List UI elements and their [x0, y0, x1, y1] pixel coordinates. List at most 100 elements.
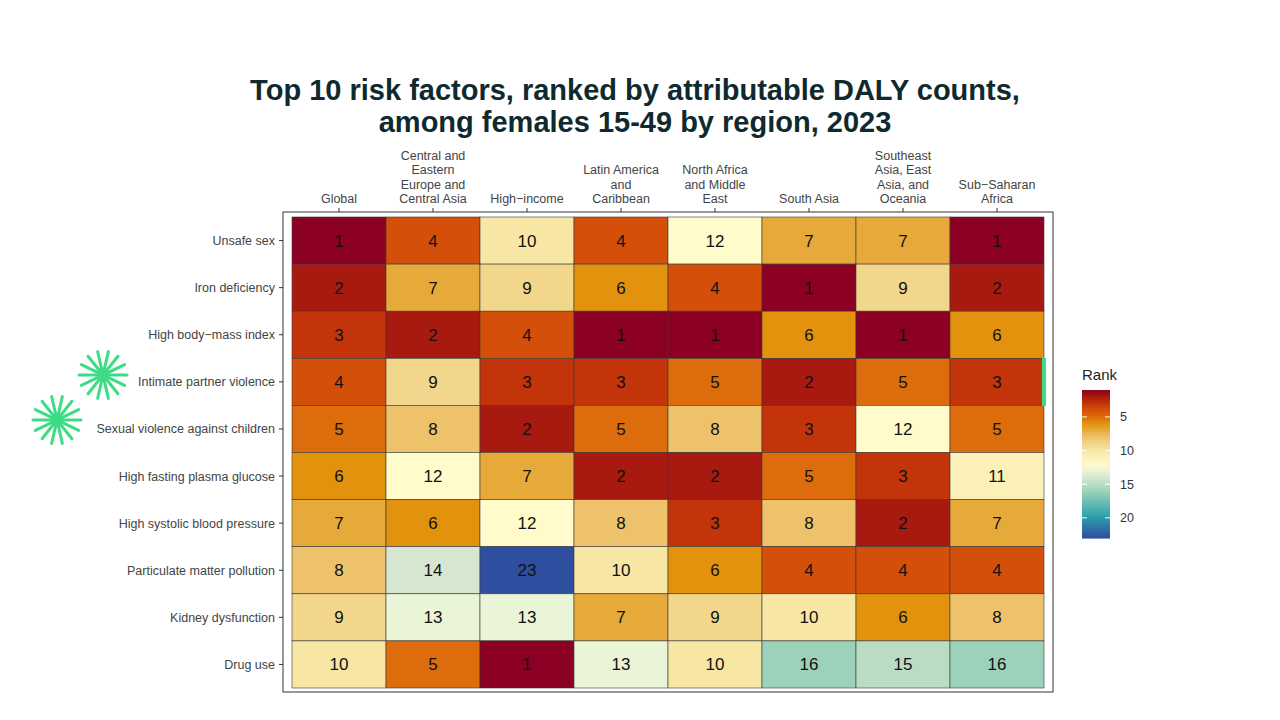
- row-label: Drug use: [224, 658, 275, 672]
- cell: [762, 264, 856, 311]
- plot-frame: [283, 212, 1053, 692]
- cell-label: 6: [710, 561, 719, 580]
- cell: [480, 358, 574, 405]
- y-tick: [279, 287, 283, 288]
- cell-label: 10: [330, 655, 349, 674]
- cell-label: 4: [804, 561, 813, 580]
- cell-label: 11: [988, 467, 1006, 486]
- cell: [292, 405, 386, 452]
- cell-label: 2: [334, 279, 343, 298]
- column-label: Global: [321, 192, 357, 206]
- y-tick: [279, 381, 283, 382]
- cell: [762, 358, 856, 405]
- cell-label: 3: [522, 373, 531, 392]
- cell: [574, 358, 668, 405]
- column-label: North Africaand MiddleEast: [682, 163, 747, 206]
- cell-label: 3: [898, 467, 907, 486]
- x-tick: [715, 208, 716, 212]
- x-tick: [621, 208, 622, 212]
- cell: [856, 547, 950, 594]
- cell-label: 9: [334, 608, 343, 627]
- cell: [668, 594, 762, 641]
- row-label: Kidney dysfunction: [170, 611, 275, 625]
- y-tick: [279, 428, 283, 429]
- cell: [480, 311, 574, 358]
- colorbar-tick: [1082, 416, 1087, 417]
- cell: [386, 547, 480, 594]
- x-tick: [339, 208, 340, 212]
- cell: [762, 311, 856, 358]
- cell: [574, 405, 668, 452]
- cell-label: 3: [804, 420, 813, 439]
- colorbar-title: Rank: [1082, 366, 1118, 383]
- colorbar-tick: [1105, 450, 1110, 451]
- cell-label: 7: [428, 279, 437, 298]
- cell-label: 2: [522, 420, 531, 439]
- cell-label: 2: [804, 373, 813, 392]
- cell-label: 7: [804, 232, 813, 251]
- cell-label: 1: [522, 655, 531, 674]
- cell-label: 6: [992, 326, 1001, 345]
- colorbar-tick-label: 20: [1120, 511, 1134, 525]
- cell-label: 7: [898, 232, 907, 251]
- cell: [292, 264, 386, 311]
- chart: Top 10 risk factors, ranked by attributa…: [0, 0, 1280, 720]
- y-tick: [279, 664, 283, 665]
- cell-label: 9: [428, 373, 437, 392]
- annotation-stroke: [35, 410, 78, 431]
- cell-label: 3: [992, 373, 1001, 392]
- colorbar-tick: [1105, 517, 1110, 518]
- cell: [950, 547, 1044, 594]
- column-label: South Asia: [779, 192, 839, 206]
- cell-label: 1: [898, 326, 907, 345]
- row-label: Intimate partner violence: [138, 375, 275, 389]
- cell-label: 13: [612, 655, 631, 674]
- cell-label: 16: [988, 655, 1007, 674]
- cell-label: 5: [334, 420, 343, 439]
- cell-label: 4: [992, 561, 1001, 580]
- x-tick: [527, 208, 528, 212]
- cell: [292, 547, 386, 594]
- cell: [856, 217, 950, 264]
- row-label: Sexual violence against children: [96, 422, 275, 436]
- cell-label: 5: [992, 420, 1001, 439]
- cell-label: 9: [522, 279, 531, 298]
- cell-label: 7: [616, 608, 625, 627]
- cell-label: 2: [428, 326, 437, 345]
- cell: [574, 311, 668, 358]
- cell: [292, 358, 386, 405]
- colorbar-tick: [1082, 484, 1087, 485]
- cell: [950, 500, 1044, 547]
- cell-label: 4: [522, 326, 531, 345]
- cell-label: 3: [334, 326, 343, 345]
- cell: [950, 594, 1044, 641]
- cell: [386, 358, 480, 405]
- y-tick: [279, 334, 283, 335]
- column-label: SoutheastAsia, EastAsia, andOceania: [875, 149, 932, 207]
- cell: [386, 500, 480, 547]
- cell: [950, 453, 1044, 500]
- cell: [574, 547, 668, 594]
- cell-label: 1: [334, 232, 343, 251]
- cell: [292, 217, 386, 264]
- cell: [668, 358, 762, 405]
- row-label: High systolic blood pressure: [119, 517, 275, 531]
- cell-label: 7: [334, 514, 343, 533]
- cell: [950, 358, 1044, 405]
- cell: [480, 405, 574, 452]
- cell: [762, 500, 856, 547]
- cell: [950, 264, 1044, 311]
- cell-label: 1: [710, 326, 719, 345]
- cell-label: 8: [616, 514, 625, 533]
- cell: [480, 264, 574, 311]
- row-label: Iron deficiency: [194, 281, 275, 295]
- cell-label: 2: [898, 514, 907, 533]
- cell: [856, 594, 950, 641]
- cell: [856, 405, 950, 452]
- cell-label: 5: [428, 655, 437, 674]
- cell-label: 12: [424, 467, 443, 486]
- cell: [386, 405, 480, 452]
- cell-label: 5: [710, 373, 719, 392]
- cell-label: 4: [710, 279, 719, 298]
- cell-label: 12: [706, 232, 725, 251]
